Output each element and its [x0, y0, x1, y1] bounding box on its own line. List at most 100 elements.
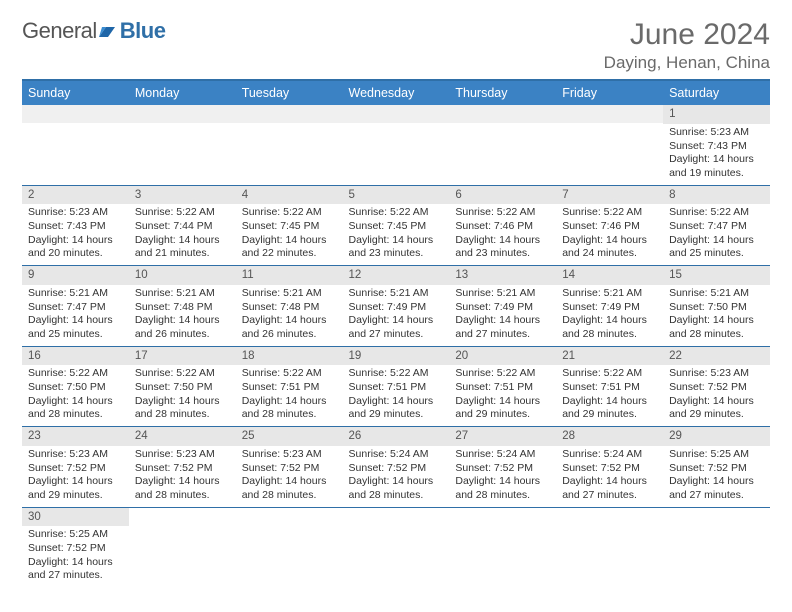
day-number: 11 — [236, 266, 343, 285]
daylight-line: Daylight: 14 hours and 23 minutes. — [455, 234, 550, 261]
day-number: 23 — [22, 427, 129, 446]
calendar-cell: 20Sunrise: 5:22 AMSunset: 7:51 PMDayligh… — [449, 346, 556, 427]
sunrise-line: Sunrise: 5:22 AM — [135, 206, 230, 220]
flag-icon — [99, 23, 119, 39]
day-number: 27 — [449, 427, 556, 446]
day-info: Sunrise: 5:21 AMSunset: 7:49 PMDaylight:… — [343, 285, 450, 346]
sunset-line: Sunset: 7:46 PM — [455, 220, 550, 234]
day-number: 30 — [22, 508, 129, 527]
daylight-line: Daylight: 14 hours and 24 minutes. — [562, 234, 657, 261]
daylight-line: Daylight: 14 hours and 29 minutes. — [349, 395, 444, 422]
day-info: Sunrise: 5:22 AMSunset: 7:50 PMDaylight:… — [129, 365, 236, 426]
daylight-line: Daylight: 14 hours and 28 minutes. — [455, 475, 550, 502]
sunrise-line: Sunrise: 5:21 AM — [242, 287, 337, 301]
sunset-line: Sunset: 7:48 PM — [135, 301, 230, 315]
day-info: Sunrise: 5:23 AMSunset: 7:52 PMDaylight:… — [236, 446, 343, 507]
empty-day-bar — [343, 105, 450, 123]
calendar-cell: 23Sunrise: 5:23 AMSunset: 7:52 PMDayligh… — [22, 427, 129, 508]
daylight-line: Daylight: 14 hours and 28 minutes. — [349, 475, 444, 502]
sunrise-line: Sunrise: 5:22 AM — [455, 206, 550, 220]
daylight-line: Daylight: 14 hours and 27 minutes. — [455, 314, 550, 341]
calendar-cell — [449, 507, 556, 587]
sunset-line: Sunset: 7:52 PM — [135, 462, 230, 476]
day-number: 24 — [129, 427, 236, 446]
day-number: 28 — [556, 427, 663, 446]
calendar-cell: 6Sunrise: 5:22 AMSunset: 7:46 PMDaylight… — [449, 185, 556, 266]
calendar-cell: 11Sunrise: 5:21 AMSunset: 7:48 PMDayligh… — [236, 266, 343, 347]
calendar-cell — [556, 105, 663, 185]
day-number: 14 — [556, 266, 663, 285]
sunrise-line: Sunrise: 5:22 AM — [135, 367, 230, 381]
daylight-line: Daylight: 14 hours and 27 minutes. — [562, 475, 657, 502]
daylight-line: Daylight: 14 hours and 28 minutes. — [135, 475, 230, 502]
sunrise-line: Sunrise: 5:22 AM — [669, 206, 764, 220]
daylight-line: Daylight: 14 hours and 28 minutes. — [242, 475, 337, 502]
day-info: Sunrise: 5:23 AMSunset: 7:52 PMDaylight:… — [129, 446, 236, 507]
calendar-cell: 27Sunrise: 5:24 AMSunset: 7:52 PMDayligh… — [449, 427, 556, 508]
sunrise-line: Sunrise: 5:22 AM — [242, 367, 337, 381]
sunset-line: Sunset: 7:49 PM — [349, 301, 444, 315]
brand-logo: General Blue — [22, 18, 165, 44]
empty-day-bar — [556, 105, 663, 123]
day-number: 18 — [236, 347, 343, 366]
weekday-header: Monday — [129, 81, 236, 105]
sunset-line: Sunset: 7:50 PM — [669, 301, 764, 315]
calendar-cell — [129, 507, 236, 587]
sunset-line: Sunset: 7:43 PM — [28, 220, 123, 234]
calendar-cell: 14Sunrise: 5:21 AMSunset: 7:49 PMDayligh… — [556, 266, 663, 347]
calendar-cell — [663, 507, 770, 587]
calendar-cell: 19Sunrise: 5:22 AMSunset: 7:51 PMDayligh… — [343, 346, 450, 427]
calendar-cell: 21Sunrise: 5:22 AMSunset: 7:51 PMDayligh… — [556, 346, 663, 427]
calendar-cell: 22Sunrise: 5:23 AMSunset: 7:52 PMDayligh… — [663, 346, 770, 427]
calendar-cell: 9Sunrise: 5:21 AMSunset: 7:47 PMDaylight… — [22, 266, 129, 347]
calendar-cell — [22, 105, 129, 185]
sunrise-line: Sunrise: 5:22 AM — [349, 367, 444, 381]
sunset-line: Sunset: 7:52 PM — [562, 462, 657, 476]
daylight-line: Daylight: 14 hours and 27 minutes. — [28, 556, 123, 583]
calendar-week-row: 9Sunrise: 5:21 AMSunset: 7:47 PMDaylight… — [22, 266, 770, 347]
sunset-line: Sunset: 7:49 PM — [562, 301, 657, 315]
sunset-line: Sunset: 7:46 PM — [562, 220, 657, 234]
empty-day-bar — [449, 105, 556, 123]
sunrise-line: Sunrise: 5:24 AM — [349, 448, 444, 462]
day-number: 4 — [236, 186, 343, 205]
empty-day-bar — [236, 105, 343, 123]
sunrise-line: Sunrise: 5:21 AM — [349, 287, 444, 301]
day-info: Sunrise: 5:22 AMSunset: 7:44 PMDaylight:… — [129, 204, 236, 265]
calendar-cell: 5Sunrise: 5:22 AMSunset: 7:45 PMDaylight… — [343, 185, 450, 266]
day-number: 3 — [129, 186, 236, 205]
calendar-cell: 30Sunrise: 5:25 AMSunset: 7:52 PMDayligh… — [22, 507, 129, 587]
brand-part1: General — [22, 18, 97, 44]
day-number: 25 — [236, 427, 343, 446]
empty-day-bar — [129, 105, 236, 123]
header: General Blue June 2024 Daying, Henan, Ch… — [22, 18, 770, 73]
sunrise-line: Sunrise: 5:23 AM — [135, 448, 230, 462]
empty-day-bar — [22, 105, 129, 123]
sunset-line: Sunset: 7:48 PM — [242, 301, 337, 315]
sunrise-line: Sunrise: 5:22 AM — [455, 367, 550, 381]
sunrise-line: Sunrise: 5:23 AM — [28, 206, 123, 220]
calendar-cell — [556, 507, 663, 587]
weekday-header-row: Sunday Monday Tuesday Wednesday Thursday… — [22, 81, 770, 105]
daylight-line: Daylight: 14 hours and 28 minutes. — [135, 395, 230, 422]
day-number: 5 — [343, 186, 450, 205]
calendar-table: Sunday Monday Tuesday Wednesday Thursday… — [22, 81, 770, 587]
day-info: Sunrise: 5:24 AMSunset: 7:52 PMDaylight:… — [449, 446, 556, 507]
sunset-line: Sunset: 7:52 PM — [349, 462, 444, 476]
calendar-week-row: 16Sunrise: 5:22 AMSunset: 7:50 PMDayligh… — [22, 346, 770, 427]
sunrise-line: Sunrise: 5:22 AM — [349, 206, 444, 220]
sunset-line: Sunset: 7:44 PM — [135, 220, 230, 234]
day-info: Sunrise: 5:22 AMSunset: 7:51 PMDaylight:… — [556, 365, 663, 426]
weekday-header: Sunday — [22, 81, 129, 105]
daylight-line: Daylight: 14 hours and 27 minutes. — [349, 314, 444, 341]
sunrise-line: Sunrise: 5:21 AM — [669, 287, 764, 301]
day-info: Sunrise: 5:22 AMSunset: 7:45 PMDaylight:… — [236, 204, 343, 265]
calendar-cell — [449, 105, 556, 185]
day-info: Sunrise: 5:22 AMSunset: 7:46 PMDaylight:… — [449, 204, 556, 265]
daylight-line: Daylight: 14 hours and 28 minutes. — [28, 395, 123, 422]
sunset-line: Sunset: 7:50 PM — [28, 381, 123, 395]
month-title: June 2024 — [604, 18, 770, 51]
daylight-line: Daylight: 14 hours and 23 minutes. — [349, 234, 444, 261]
calendar-cell — [236, 507, 343, 587]
day-number: 6 — [449, 186, 556, 205]
